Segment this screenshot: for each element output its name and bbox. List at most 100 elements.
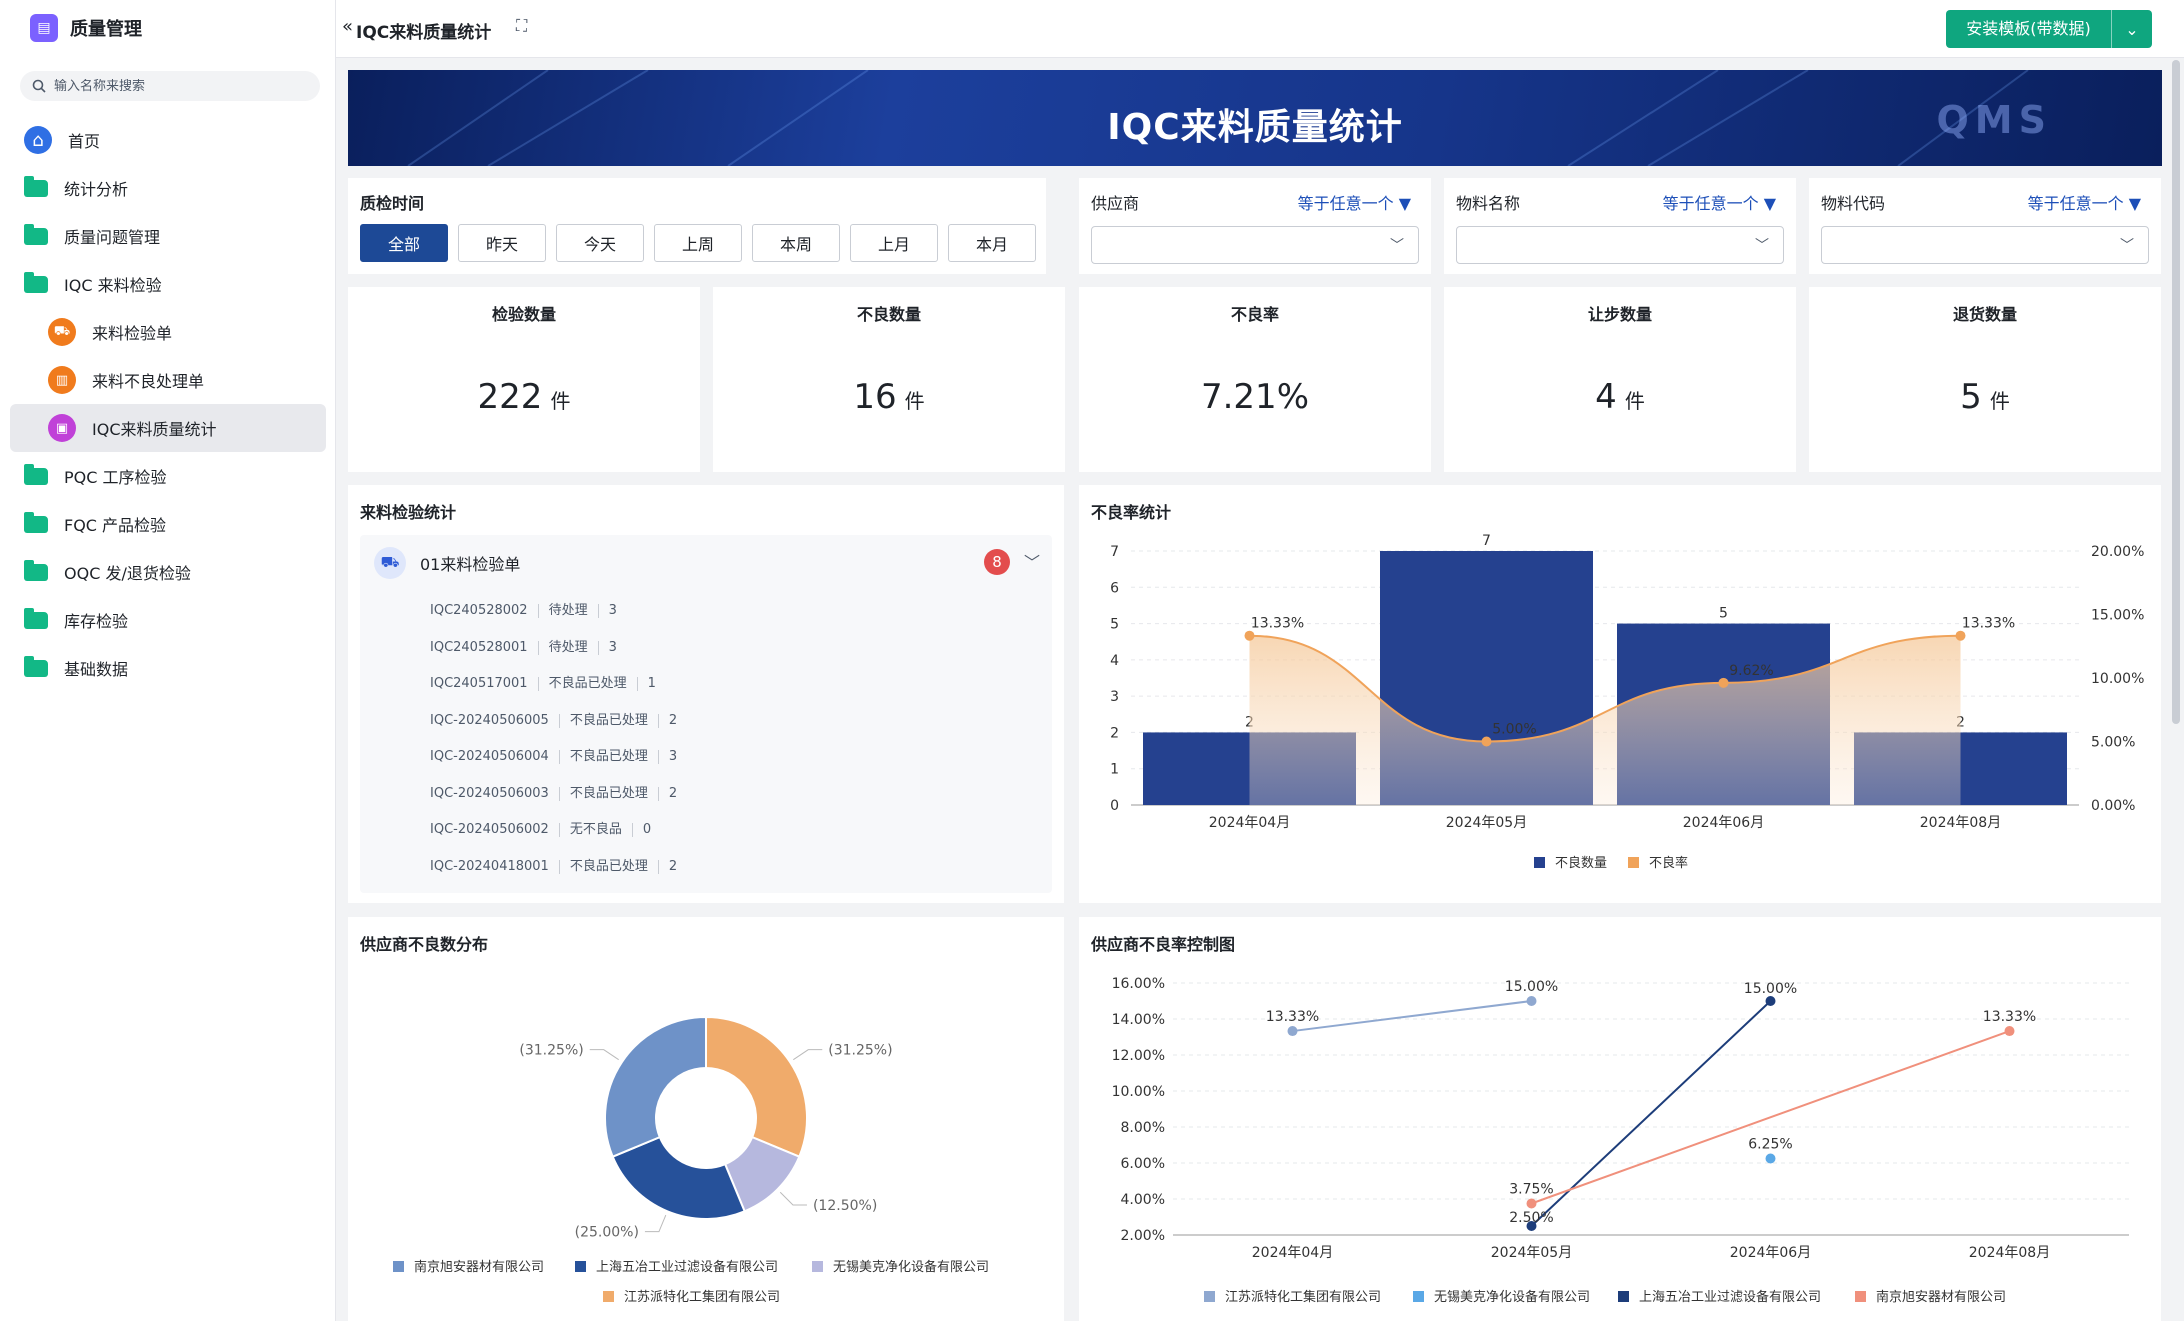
sidebar-item-8[interactable]: FQC 产品检验 xyxy=(10,500,326,548)
series-point[interactable] xyxy=(1287,1026,1298,1037)
rate-point[interactable] xyxy=(1718,677,1729,688)
sidebar-item-3[interactable]: IQC 来料检验 xyxy=(10,260,326,308)
point-data-label: 2.50% xyxy=(1509,1210,1553,1226)
date-filter-button-2[interactable]: 今天 xyxy=(556,224,644,262)
sidebar-item-4[interactable]: ⛟ 来料检验单 xyxy=(10,308,326,356)
rate-point[interactable] xyxy=(1955,630,1966,641)
pie-slice[interactable] xyxy=(604,1015,707,1158)
series-point[interactable] xyxy=(2004,1026,2015,1037)
sidebar-item-2[interactable]: 质量问题管理 xyxy=(10,212,326,260)
supplier-operator-select[interactable]: 等于任意一个 ▼ xyxy=(1298,190,1411,214)
collapse-sidebar-icon[interactable]: « xyxy=(342,16,354,37)
list-item-qty: 2 xyxy=(668,858,678,874)
truck-icon: ⛟ xyxy=(48,318,76,346)
list-item-qty: 3 xyxy=(608,603,617,619)
series-point[interactable] xyxy=(1526,996,1537,1006)
page-title: IQC来料质量统计 xyxy=(356,23,492,43)
chevron-down-icon: ﹀ xyxy=(1390,238,1404,254)
series-point[interactable] xyxy=(1526,1221,1537,1231)
sidebar-item-11[interactable]: 基础数据 xyxy=(10,644,326,692)
date-filter-button-5[interactable]: 上月 xyxy=(850,224,938,262)
bar-data-label: 5 xyxy=(1719,606,1728,622)
material-code-operator-text: 等于任意一个 xyxy=(2027,194,2124,213)
scrollbar[interactable] xyxy=(2172,60,2180,724)
list-item[interactable]: IQC-20240506004 不良品已处理 3 xyxy=(430,739,687,776)
kpi-title: 检验数量 xyxy=(491,305,556,324)
material-code-operator-select[interactable]: 等于任意一个 ▼ xyxy=(2028,190,2141,214)
legend-swatch xyxy=(1628,857,1639,868)
list-item-code: IQC-20240506002 xyxy=(430,823,560,838)
legend-swatch xyxy=(603,1291,614,1302)
pie-label-line xyxy=(779,1191,807,1206)
sidebar-nav: ⌂ 首页 统计分析 质量问题管理 IQC 来料检验 ⛟ 来料检验单 ▥ 来料不良处理单 ▣ IQC来… xyxy=(10,116,326,692)
kpi-unit: 件 xyxy=(1624,389,1645,413)
supplier-select[interactable]: ﹀ xyxy=(1091,226,1419,264)
list-item-code: IQC240528001 xyxy=(430,640,539,655)
y-tick-label: 2.00% xyxy=(1121,1228,1165,1244)
sidebar-item-0[interactable]: ⌂ 首页 xyxy=(10,116,326,164)
inspection-group-header[interactable]: ⛟ 01来料检验单 xyxy=(374,547,520,579)
chevron-down-icon[interactable]: ⌄ xyxy=(2125,19,2139,39)
date-filter-button-3[interactable]: 上周 xyxy=(654,224,742,262)
pie-data-label: (31.25%) xyxy=(519,1043,583,1059)
list-item[interactable]: IQC-20240506002 无不良品 0 xyxy=(430,812,687,849)
sidebar-item-10[interactable]: 库存检验 xyxy=(10,596,326,644)
point-data-label: 3.75% xyxy=(1509,1182,1553,1198)
banner-decoration xyxy=(407,70,2029,166)
kpi-value-wrap: 7.21% xyxy=(1079,377,1431,417)
supplier-filter-card: 供应商 等于任意一个 ▼ ﹀ xyxy=(1079,178,1431,274)
list-item[interactable]: IQC240517001 不良品已处理 1 xyxy=(430,666,687,703)
folder-icon xyxy=(24,271,48,293)
sidebar-item-1[interactable]: 统计分析 xyxy=(10,164,326,212)
search-box xyxy=(20,71,320,101)
material-name-select[interactable]: ﹀ xyxy=(1456,226,1784,264)
date-filter-button-4[interactable]: 本周 xyxy=(752,224,840,262)
legend-swatch xyxy=(1204,1291,1215,1302)
kpi-card: 不良率 7.21% xyxy=(1079,287,1431,472)
defect-rate-title: 不良率统计 xyxy=(1091,503,1172,522)
rate-point[interactable] xyxy=(1244,630,1255,641)
series-point[interactable] xyxy=(1526,1198,1537,1209)
search-input[interactable] xyxy=(54,78,294,94)
kpi-title: 不良数量 xyxy=(856,305,921,324)
y-tick-label: 2 xyxy=(1110,725,1119,741)
pie-label-line xyxy=(589,1049,619,1061)
y-tick-label: 8.00% xyxy=(1121,1120,1165,1136)
x-tick-label: 2024年04月 xyxy=(1209,815,1290,831)
date-filter-button-0[interactable]: 全部 xyxy=(360,224,448,262)
kpi-title: 让步数量 xyxy=(1587,305,1652,324)
sidebar-item-6[interactable]: ▣ IQC来料质量统计 xyxy=(10,404,326,452)
pie-slice[interactable] xyxy=(611,1135,746,1220)
material-name-operator-text: 等于任意一个 xyxy=(1662,194,1759,213)
pie-slice[interactable] xyxy=(705,1015,808,1158)
sidebar-item-label: 基础数据 xyxy=(64,660,129,679)
pie-label-line xyxy=(644,1214,667,1233)
list-item-qty: 2 xyxy=(668,785,678,801)
list-item[interactable]: IQC240528001 待处理 3 xyxy=(430,630,687,667)
rate-point[interactable] xyxy=(1481,736,1492,747)
bar-data-label: 7 xyxy=(1482,533,1491,549)
series-point[interactable] xyxy=(1765,996,1776,1006)
kpi-title: 退货数量 xyxy=(1952,305,2017,324)
kpi-value-wrap: 16 件 xyxy=(713,377,1065,417)
list-item[interactable]: IQC-20240418001 不良品已处理 2 xyxy=(430,849,687,886)
series-point[interactable] xyxy=(1765,1153,1776,1164)
material-code-select[interactable]: ﹀ xyxy=(1821,226,2149,264)
fullscreen-icon[interactable]: ⛶ xyxy=(516,16,528,35)
y-tick-label: 10.00% xyxy=(1112,1084,1165,1100)
date-filter-button-6[interactable]: 本月 xyxy=(948,224,1036,262)
list-item[interactable]: IQC240528002 待处理 3 xyxy=(430,593,687,630)
list-item[interactable]: IQC-20240506005 不良品已处理 2 xyxy=(430,703,687,740)
list-item[interactable]: IQC-20240506003 不良品已处理 2 xyxy=(430,776,687,813)
sidebar-item-5[interactable]: ▥ 来料不良处理单 xyxy=(10,356,326,404)
list-item-qty: 3 xyxy=(608,639,617,655)
y-tick-label: 4.00% xyxy=(1121,1192,1165,1208)
chevron-down-icon[interactable]: ﹀ xyxy=(1024,553,1041,572)
date-filter-button-1[interactable]: 昨天 xyxy=(458,224,546,262)
material-name-operator-select[interactable]: 等于任意一个 ▼ xyxy=(1663,190,1776,214)
sidebar-item-7[interactable]: PQC 工序检验 xyxy=(10,452,326,500)
install-template-button[interactable]: 安装模板(带数据) ⌄ xyxy=(1946,10,2152,48)
legend-swatch xyxy=(575,1261,586,1272)
sidebar-item-9[interactable]: OQC 发/退货检验 xyxy=(10,548,326,596)
